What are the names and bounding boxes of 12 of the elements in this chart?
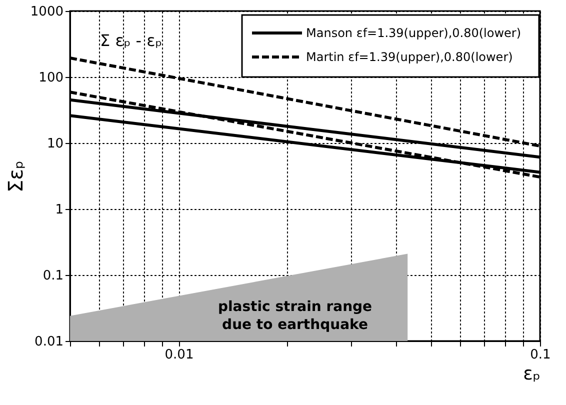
legend-label: Martin εf=1.39(upper),0.80(lower) — [306, 50, 513, 64]
y-tick-label: 0.1 — [42, 268, 64, 284]
y-tick-label: 1000 — [30, 4, 64, 20]
y-tick-label: 10 — [46, 136, 64, 152]
y-axis-title: Σεₚ — [3, 160, 28, 193]
y-tick-label: 0.01 — [34, 334, 64, 350]
annotation: Σ εₚ - εₚ — [100, 31, 162, 50]
legend-label: Manson εf=1.39(upper),0.80(lower) — [306, 26, 522, 40]
y-tick-label: 1 — [55, 202, 64, 218]
y-tick-label: 100 — [38, 70, 64, 86]
x-axis-title: εₚ — [523, 364, 540, 384]
annotation: plastic strain range due to earthquake — [218, 299, 372, 333]
